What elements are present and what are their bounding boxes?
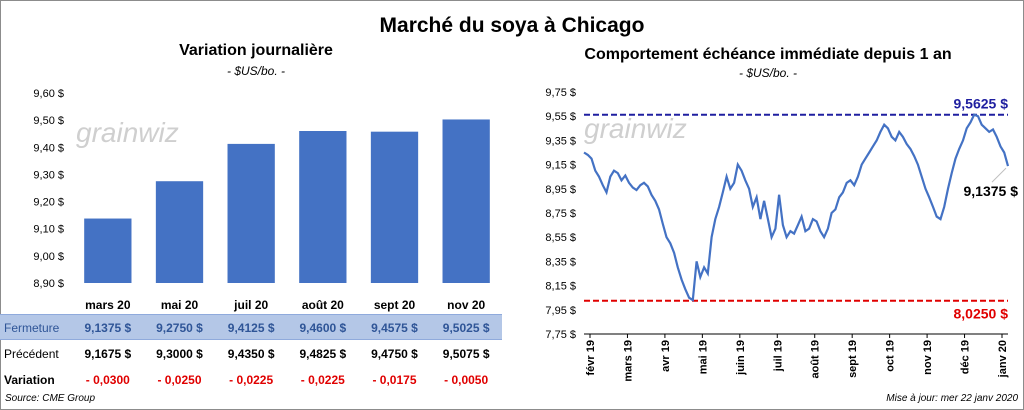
y-tick-label: 9,40 $ — [33, 142, 64, 154]
x-tick-label: juil 19 — [772, 340, 784, 372]
y-tick-label: 7,95 $ — [545, 305, 576, 317]
row-label: Variation — [4, 373, 55, 387]
x-tick-label: déc 19 — [960, 340, 972, 374]
table-cell: 9,4750 $ — [371, 347, 418, 361]
x-tick-label: oct 19 — [885, 340, 897, 372]
y-tick-label: 9,00 $ — [33, 251, 64, 263]
right-chart-title: Comportement échéance immédiate depuis 1… — [584, 46, 952, 63]
high-value-label: 9,5625 $ — [954, 96, 1009, 112]
low-value-label: 8,0250 $ — [954, 306, 1009, 322]
y-tick-label: 9,60 $ — [33, 88, 64, 100]
y-tick-label: 8,95 $ — [545, 184, 576, 196]
table-cell: 9,4125 $ — [227, 321, 275, 335]
table-cell: - 0,0175 — [372, 373, 417, 387]
x-category-label: nov 20 — [447, 298, 485, 312]
table-cell: 9,5075 $ — [442, 347, 490, 361]
x-tick-label: sept 19 — [847, 340, 859, 378]
y-tick-label: 8,90 $ — [33, 278, 64, 290]
row-label: Précédent — [4, 347, 59, 361]
y-tick-label: 9,75 $ — [545, 87, 576, 99]
table-cell: - 0,0250 — [157, 373, 202, 387]
x-tick-label: juin 19 — [735, 340, 747, 376]
bar-chart: grainwiz 8,90 $ 9,00 $ 9,10 $ 9,20 $ 9,30 $ 9… — [33, 88, 490, 312]
table-cell: 9,1375 $ — [84, 321, 132, 335]
x-category-label: août 20 — [302, 298, 344, 312]
left-chart-subtitle: - $US/bo. - — [226, 64, 286, 78]
y-tick-label: 9,30 $ — [33, 169, 64, 181]
y-tick-label: 9,10 $ — [33, 224, 64, 236]
x-tick-label: janv 20 — [997, 340, 1009, 378]
bar — [227, 143, 275, 283]
y-tick-label: 8,75 $ — [545, 208, 576, 220]
table-cell: 9,4575 $ — [371, 321, 418, 335]
table-row: Variation - 0,0300 - 0,0250 - 0,0225 - 0,022… — [0, 367, 502, 393]
table-cell: - 0,0050 — [444, 373, 489, 387]
table-cell: - 0,0300 — [85, 373, 130, 387]
table-cell: 9,4350 $ — [227, 347, 275, 361]
y-tick-label: 9,15 $ — [545, 160, 576, 172]
x-category-label: juil 20 — [233, 298, 268, 312]
y-tick-label: 8,15 $ — [545, 281, 576, 293]
x-tick-label: mars 19 — [622, 340, 634, 382]
table-cell: 9,1675 $ — [84, 347, 132, 361]
y-tick-label: 8,35 $ — [545, 256, 576, 268]
x-tick-label: avr 19 — [660, 340, 672, 372]
y-tick-label: 7,75 $ — [545, 329, 576, 341]
x-tick-label: mai 19 — [697, 340, 709, 374]
update-note: Mise à jour: mer 22 janv 2020 — [886, 393, 1018, 404]
bar — [370, 131, 419, 283]
y-tick-label: 9,20 $ — [33, 197, 64, 209]
row-label: Fermeture — [4, 321, 60, 335]
table-cell: 9,2750 $ — [156, 321, 203, 335]
price-line — [583, 113, 1010, 303]
left-chart-title: Variation journalière — [179, 42, 333, 59]
page-title: Marché du soya à Chicago — [379, 14, 645, 37]
y-tick-label: 9,50 $ — [33, 115, 64, 127]
x-tick-label: févr 19 — [585, 340, 597, 375]
bar — [299, 131, 347, 283]
bar — [84, 218, 132, 283]
bar — [155, 181, 204, 283]
table-cell: - 0,0225 — [229, 373, 274, 387]
grainwiz-watermark: grainwiz — [584, 113, 687, 144]
x-category-label: mars 20 — [85, 298, 131, 312]
y-tick-label: 8,55 $ — [545, 232, 576, 244]
bar — [442, 119, 490, 283]
table-row: Fermeture 9,1375 $ 9,2750 $ 9,4125 $ 9,4600 … — [0, 314, 502, 340]
last-value-pointer — [991, 167, 1007, 183]
line-chart: grainwiz 7,75 $ 7,95 $ 8,15 $ 8,35 $ 8,55 $ 8… — [545, 87, 1019, 382]
source-note: Source: CME Group — [5, 393, 96, 404]
last-value-label: 9,1375 $ — [964, 183, 1019, 199]
table-cell: 9,4825 $ — [299, 347, 347, 361]
table-cell: 9,3000 $ — [156, 347, 203, 361]
y-tick-label: 9,35 $ — [545, 135, 576, 147]
x-tick-label: nov 19 — [922, 340, 934, 375]
x-category-label: sept 20 — [374, 298, 416, 312]
table-cell: 9,4600 $ — [299, 321, 347, 335]
table-cell: - 0,0225 — [300, 373, 345, 387]
x-tick-label: août 19 — [810, 340, 822, 379]
table-cell: 9,5025 $ — [442, 321, 490, 335]
x-category-label: mai 20 — [161, 298, 199, 312]
grainwiz-watermark: grainwiz — [76, 117, 179, 148]
y-tick-label: 9,55 $ — [545, 111, 576, 123]
right-chart-subtitle: - $US/bo. - — [738, 66, 798, 80]
table-row: Précédent 9,1675 $ 9,3000 $ 9,4350 $ 9,4825 … — [0, 341, 502, 367]
